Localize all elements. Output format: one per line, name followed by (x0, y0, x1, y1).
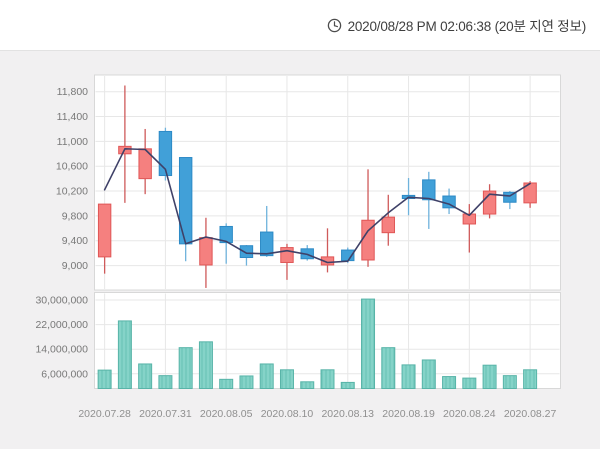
price-axis-label: 9,000 (62, 260, 88, 272)
volume-axis-label: 6,000,000 (41, 368, 88, 380)
candle-body (260, 231, 274, 257)
date-axis-label: 2020.07.28 (78, 408, 131, 420)
candle-body (462, 213, 477, 225)
clock-icon (327, 18, 341, 32)
date-axis-label: 2020.07.31 (139, 408, 192, 420)
timestamp-label: 2020/08/28 PM 02:06:38 (20분 지연 정보) (347, 19, 587, 34)
volume-bar (462, 377, 477, 390)
price-axis-label: 11,800 (57, 86, 88, 98)
moving-average-line (103, 148, 531, 264)
volume-bar (138, 363, 153, 389)
volume-bar (279, 369, 294, 389)
date-axis-label: 2020.08.13 (321, 408, 374, 420)
volume-bar (381, 347, 396, 390)
volume-bar (239, 375, 254, 390)
price-axis-label: 11,400 (57, 111, 88, 123)
candle-body (199, 237, 213, 266)
volume-bar (97, 369, 112, 389)
price-axis-label: 9,400 (62, 235, 88, 247)
volume-bar (178, 347, 193, 390)
date-axis-label: 2020.08.24 (443, 408, 496, 420)
volume-bar (219, 378, 234, 389)
volume-bar (421, 359, 436, 389)
delayed-quote-header: 2020/08/28 PM 02:06:38 (20분 지연 정보) (0, 0, 600, 50)
date-axis-label: 2020.08.10 (261, 408, 314, 420)
price-axis-label: 9,800 (62, 210, 88, 222)
price-axis-label: 10,200 (56, 186, 88, 198)
volume-bar (482, 364, 497, 390)
candle-body (219, 225, 233, 244)
candle-body (381, 216, 395, 234)
candle-body (239, 245, 254, 259)
candle-body (320, 256, 335, 266)
volume-bar (340, 381, 355, 390)
volume-bar (502, 375, 517, 389)
candle-body (97, 203, 112, 258)
volume-bar (442, 376, 457, 390)
volume-bar (361, 298, 376, 390)
volume-bar (117, 320, 132, 389)
price-axis-label: 11,000 (57, 136, 88, 148)
price-axis-label: 10,600 (56, 161, 88, 173)
volume-bar (401, 364, 416, 390)
candle-body (422, 179, 436, 201)
volume-bar (320, 369, 335, 389)
date-axis-label: 2020.08.19 (382, 408, 435, 420)
volume-axis-label: 14,000,000 (35, 344, 88, 356)
volume-bar (523, 369, 538, 389)
candle-body (158, 130, 173, 177)
candle-body (178, 157, 193, 245)
volume-axis-label: 22,000,000 (35, 319, 88, 331)
candle-body (503, 191, 517, 203)
date-axis-label: 2020.08.05 (200, 408, 253, 420)
volume-bar (198, 341, 213, 390)
volume-bar (158, 375, 173, 389)
volume-bar (300, 381, 315, 390)
volume-axis-label: 30,000,000 (35, 295, 88, 307)
date-axis-label: 2020.08.27 (504, 408, 557, 420)
candle-body (280, 247, 294, 263)
volume-bar (259, 363, 274, 389)
